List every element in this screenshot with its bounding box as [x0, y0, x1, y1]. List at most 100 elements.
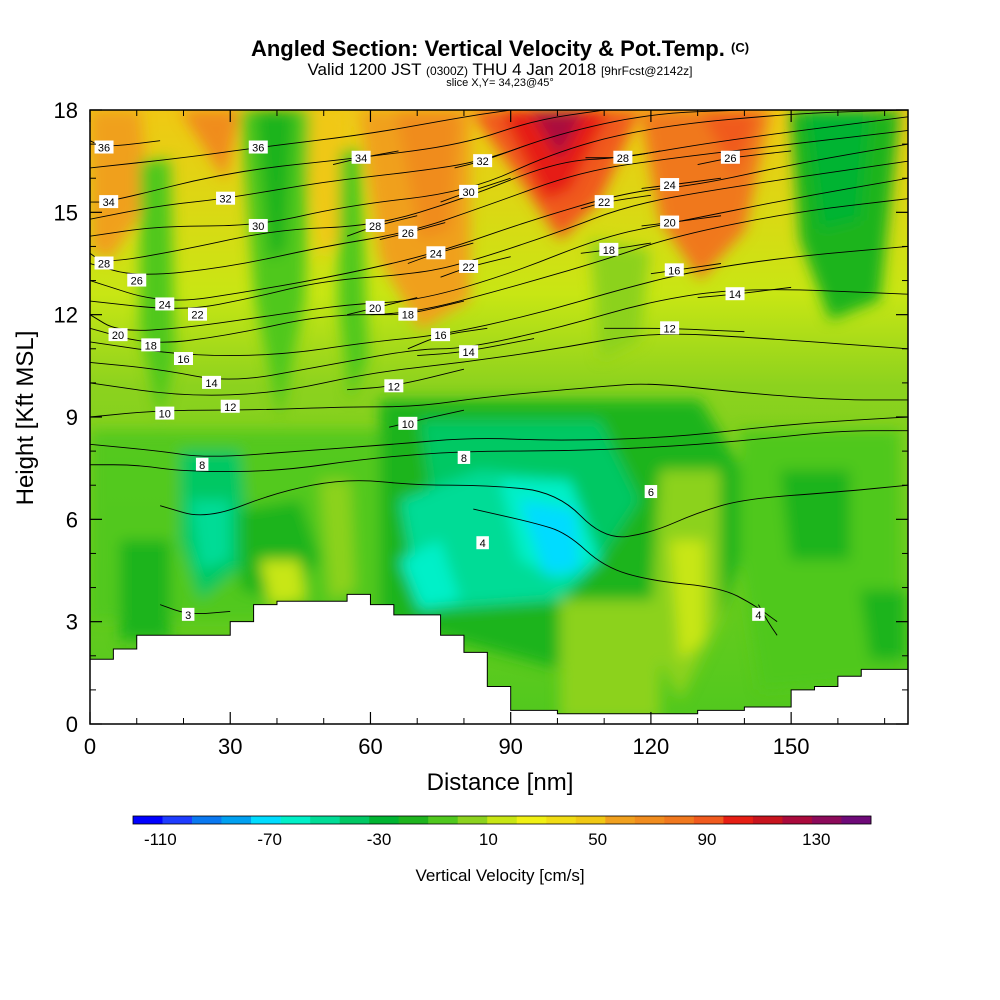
y-tick-label: 0: [66, 712, 78, 737]
isotherm-label-bg: [459, 259, 479, 273]
colorbar-swatch: [487, 816, 518, 824]
colorbar-swatch: [369, 816, 399, 824]
isotherm-label-bg: [720, 150, 740, 164]
field-blob: [320, 480, 355, 600]
isotherm-line: [90, 110, 908, 237]
isotherm-line: [641, 177, 722, 189]
colorbar-swatch: [723, 816, 754, 824]
field-blob: [300, 110, 345, 260]
isotherm-line: [440, 256, 511, 278]
isotherm-label-bg: [473, 154, 493, 168]
isotherm-label-bg: [188, 307, 208, 321]
x-tick-label: 120: [633, 734, 670, 759]
isotherm-label: 26: [402, 228, 414, 240]
field-blob: [780, 470, 850, 560]
isotherm-line: [417, 338, 535, 357]
colorbar-swatch: [575, 816, 606, 824]
colorbar-tick-label: -110: [144, 830, 177, 849]
slice-info: slice X,Y= 34,23@45°: [446, 77, 554, 89]
isotherm-line: [650, 263, 722, 275]
colorbar-swatch: [634, 816, 665, 824]
isotherm-line: [580, 242, 651, 254]
colorbar-tick-label: -70: [257, 830, 282, 849]
x-tick-label: 60: [358, 734, 382, 759]
colorbar-swatch: [782, 816, 813, 824]
isotherm-label-bg: [426, 246, 446, 260]
colorbar-swatch: [752, 816, 783, 824]
isotherm-label: 18: [402, 310, 414, 322]
isotherm-label: 20: [112, 330, 124, 342]
isotherm-line: [90, 383, 908, 418]
isotherm-line: [159, 604, 231, 615]
colorbar-tick-label: 90: [698, 830, 717, 849]
isotherm-label-bg: [459, 184, 479, 198]
isotherm-label: 16: [177, 354, 189, 366]
colorbar-swatch: [221, 816, 252, 824]
isotherm-line: [585, 150, 661, 159]
isotherm-label: 20: [369, 303, 381, 315]
isotherm-label-bg: [660, 215, 680, 229]
isotherm-line: [580, 194, 651, 210]
isotherm-label: 6: [648, 487, 654, 499]
isotherm-label-bg: [94, 140, 114, 154]
valid-date: THU 4 Jan 2018: [472, 60, 597, 79]
colorbar-tick-label: 10: [479, 830, 498, 849]
colorbar-swatch: [605, 816, 636, 824]
valid-prefix: Valid 1200 JST: [307, 60, 422, 79]
isotherm-line: [90, 416, 908, 457]
isotherm-line: [697, 150, 792, 166]
isotherm-label-bg: [94, 256, 114, 270]
colorbar-swatch: [664, 816, 695, 824]
isotherm-line: [346, 297, 418, 316]
isotherm-line: [90, 143, 908, 301]
isotherm-label: 34: [355, 153, 367, 165]
field-blob: [180, 110, 240, 180]
isotherm-line: [641, 215, 722, 227]
isotherm-line: [90, 333, 908, 396]
colorbar-frame: [132, 815, 872, 825]
isotherm-line: [347, 368, 465, 391]
isotherm-label-bg: [351, 150, 371, 164]
colorbar-swatch: [192, 816, 222, 824]
colorbar-swatch: [457, 816, 488, 824]
field-blob: [700, 110, 760, 175]
isotherm-label-bg: [155, 406, 175, 420]
y-tick-label: 18: [54, 98, 78, 123]
field-blob: [400, 540, 460, 610]
field-blob: [590, 240, 650, 360]
isotherm-label: 24: [159, 299, 171, 311]
isotherm-label: 12: [663, 323, 675, 335]
colorbar-swatch: [693, 816, 724, 824]
isotherm-lines: [90, 110, 908, 636]
isotherm-label: 36: [252, 143, 264, 155]
isotherm-line: [90, 110, 511, 169]
y-tick-label: 9: [66, 405, 78, 430]
isotherm-label: 12: [224, 402, 236, 414]
isotherm-label: 26: [131, 276, 143, 288]
colorbar-swatch: [428, 816, 459, 824]
isotherm-label: 30: [462, 187, 474, 199]
isotherm-label-bg: [216, 191, 236, 205]
isotherm-line: [454, 147, 521, 169]
colorbar: [132, 815, 872, 825]
isotherm-label-bg: [173, 352, 193, 366]
isotherm-line: [332, 150, 399, 166]
isotherm-line: [473, 508, 778, 623]
isotherm-line: [346, 215, 418, 237]
isotherm-label: 16: [434, 330, 446, 342]
chart-subtitle: Valid 1200 JST (0300Z) THU 4 Jan 2018 [9…: [0, 60, 1000, 80]
isotherm-labels: 4 6 8 8 10 10 12 12 12 14 14 14 16 16 16 18 18 18 20 20 20 22…: [94, 140, 765, 622]
isotherm-label-bg: [457, 450, 471, 464]
y-tick-label: 3: [66, 610, 78, 635]
x-axis: 0 30 60 90 120 150: [84, 110, 886, 759]
isotherm-label: 4: [480, 538, 486, 550]
colorbar-swatch: [133, 816, 163, 824]
field-blob: [520, 500, 580, 575]
field-blob: [120, 540, 170, 640]
isotherm-label: 22: [462, 262, 474, 274]
isotherm-label-bg: [155, 297, 175, 311]
isotherm-label: 30: [252, 221, 264, 233]
isotherm-label: 18: [145, 340, 157, 352]
colorbar-swatch: [251, 816, 281, 824]
